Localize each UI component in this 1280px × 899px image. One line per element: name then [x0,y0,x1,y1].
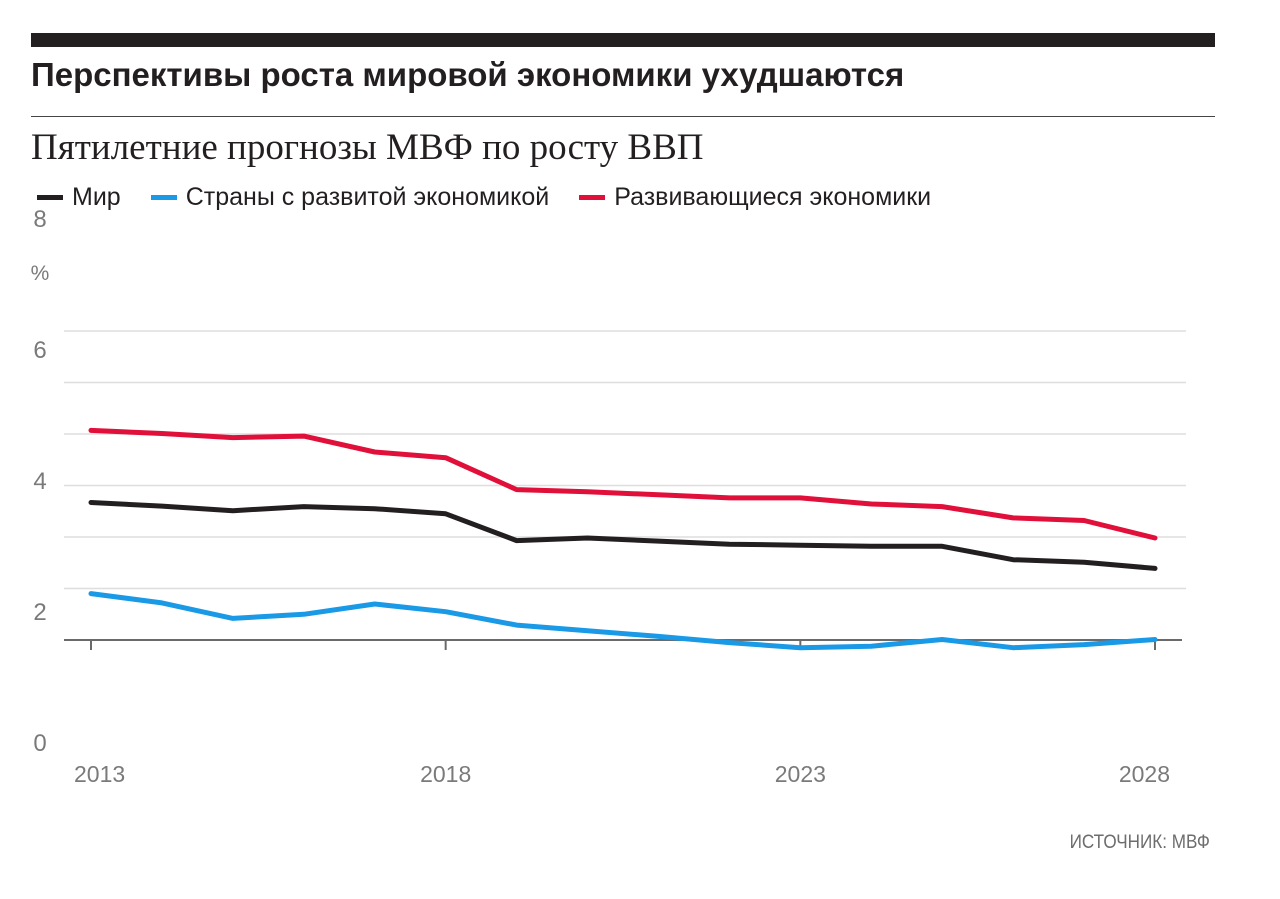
series-line-world [88,500,1158,571]
top-bar [31,33,1215,47]
page-title: Перспективы роста мировой экономики ухуд… [31,56,905,93]
series-lines [88,427,1158,651]
legend-label-world: Мир [72,182,121,211]
x-tick-label: 2013 [74,761,125,787]
x-axis-ticks: 2013 2018 2023 2028 [74,761,1170,787]
legend-item-advanced: Страны с развитой экономикой [150,182,550,212]
source-note: ИСТОЧНИК: МВФ [1069,832,1210,853]
series-line-emerging [88,427,1158,541]
chart-subtitle: Пятилетние прогнозы МВФ по росту ВВП [31,127,704,168]
legend-item-world: Мир [37,183,121,212]
chart-legend: Мир Страны с развитой экономикой Развива… [37,181,961,213]
x-tick-label: 2023 [775,761,826,787]
legend-item-emerging: Развивающиеся экономики [579,183,931,212]
y-tick-label: 4 [33,468,46,495]
x-axis [64,639,1182,650]
y-tick-label: 0 [33,730,46,757]
series-line-advanced [88,591,1158,651]
legend-label-emerging: Развивающиеся экономики [614,182,932,211]
legend-swatch-advanced [150,194,177,200]
y-axis-ticks: 0 2 4 6 8 [33,206,46,757]
gridlines [64,330,1186,590]
y-unit-label: % [31,262,50,285]
x-tick-label: 2028 [1119,761,1170,787]
legend-swatch-world [37,194,63,200]
y-tick-label: 2 [33,599,46,626]
x-tick-label: 2018 [420,761,471,787]
y-tick-label: 6 [33,337,46,364]
title-divider [31,116,1215,117]
legend-label-advanced: Страны с развитой экономикой [185,182,550,211]
y-tick-label: 8 [33,206,46,233]
legend-swatch-emerging [579,194,606,200]
